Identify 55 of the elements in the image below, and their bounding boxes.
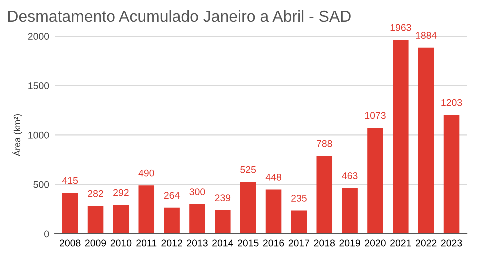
- x-tick-label: 2014: [212, 240, 234, 247]
- y-tick-label: 1000: [28, 132, 50, 139]
- data-label: 1884: [416, 32, 437, 39]
- bar: [291, 210, 308, 234]
- y-tick-label: 1500: [28, 82, 50, 90]
- bar: [418, 48, 434, 234]
- x-tick-label: 2010: [110, 240, 132, 247]
- y-tick-label: 500: [34, 181, 50, 188]
- chart-title: Desmatamento Acumulado Janeiro a Abril - SAD: [8, 10, 351, 22]
- x-tick-label: 2012: [162, 240, 182, 247]
- data-label: 788: [317, 140, 332, 148]
- bar: [368, 128, 384, 234]
- data-label: 415: [62, 177, 78, 184]
- x-tick-label: 2017: [288, 240, 310, 247]
- bar: [215, 210, 231, 234]
- bar: [444, 115, 460, 234]
- x-tick-label: 2015: [238, 240, 259, 247]
- bar: [113, 205, 130, 234]
- x-tick-label: 2008: [60, 240, 81, 247]
- data-label: 1963: [390, 24, 412, 32]
- bar: [88, 206, 104, 234]
- x-tick-label: 2016: [263, 240, 284, 247]
- bar: [240, 182, 256, 234]
- y-tick-label: 0: [44, 230, 50, 238]
- bar: [316, 156, 333, 234]
- data-label: 1073: [365, 112, 386, 120]
- y-axis-title: Área (km²): [12, 114, 22, 156]
- data-label: 239: [215, 194, 231, 202]
- x-tick-label: 2020: [365, 240, 386, 247]
- x-tick-label: 2021: [390, 240, 412, 247]
- data-label: 235: [292, 195, 307, 202]
- data-label: 1203: [442, 99, 462, 106]
- data-label: 264: [164, 192, 180, 200]
- data-label: 292: [114, 189, 129, 196]
- bar: [62, 193, 78, 234]
- x-tick-label: 2019: [340, 240, 360, 247]
- x-tick-label: 2023: [441, 240, 462, 247]
- data-label: 448: [266, 174, 282, 181]
- data-label: 463: [342, 172, 358, 180]
- x-tick-label: 2011: [136, 240, 157, 247]
- x-tick-label: 2009: [85, 240, 106, 247]
- data-label: 300: [190, 188, 206, 196]
- bar: [393, 40, 409, 234]
- bar: [342, 188, 358, 234]
- bar: [138, 186, 155, 234]
- bar: [190, 204, 206, 234]
- bar: [164, 208, 180, 234]
- data-label: 525: [240, 166, 256, 174]
- bar: [266, 190, 282, 234]
- data-label: 490: [138, 170, 154, 177]
- x-tick-label: 2013: [187, 240, 208, 247]
- x-tick-label: 2018: [314, 240, 336, 247]
- x-tick-label: 2022: [416, 240, 437, 247]
- y-tick-label: 2000: [28, 33, 50, 40]
- data-label: 282: [88, 190, 104, 198]
